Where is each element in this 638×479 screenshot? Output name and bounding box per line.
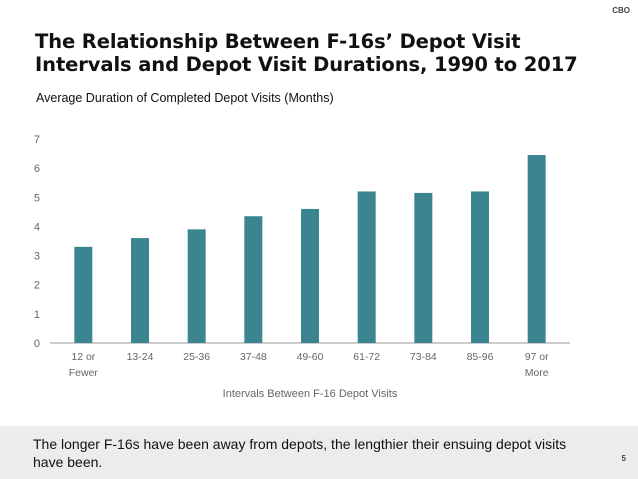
bar-3 [244, 216, 263, 343]
x-tick-label-7: 85-96 [467, 351, 494, 363]
y-tick-label-0: 0 [34, 338, 40, 350]
y-tick-label-6: 6 [34, 163, 40, 175]
x-tick-label-1: 13-24 [127, 351, 154, 363]
x-tick-label-0-0: 12 or [71, 351, 95, 363]
page-number: 5 [621, 454, 626, 463]
bar-0 [74, 246, 93, 343]
footer-bar: The longer F-16s have been away from dep… [0, 426, 638, 479]
title-line-1: The Relationship Between F-16s’ Depot Vi… [35, 30, 521, 53]
chart-subtitle: Average Duration of Completed Depot Visi… [36, 91, 334, 105]
bar-7 [471, 191, 489, 343]
footer-text: The longer F-16s have been away from dep… [33, 436, 567, 470]
y-tick-label-4: 4 [34, 221, 40, 233]
x-tick-label-8-1: More [525, 367, 549, 379]
title-line-2: Intervals and Depot Visit Durations, 199… [35, 53, 578, 76]
x-tick-label-4: 49-60 [297, 351, 324, 363]
y-tick-label-1: 1 [34, 309, 40, 321]
page-title: The Relationship Between F-16s’ Depot Vi… [35, 30, 625, 76]
y-tick-label-2: 2 [34, 280, 40, 292]
bar-5 [357, 191, 376, 343]
bar-8 [527, 155, 546, 343]
y-tick-label-7: 7 [34, 134, 40, 146]
bar-6 [414, 192, 433, 343]
x-tick-label-3: 37-48 [240, 351, 267, 363]
y-tick-label-5: 5 [34, 192, 40, 204]
bar-chart: 0 1 2 3 4 5 6 7 12 or Fewer 13-24 25-36 37-48 49-60 61… [34, 134, 570, 400]
bar-1 [131, 238, 149, 343]
x-tick-label-5: 61-72 [353, 351, 380, 363]
x-axis-title: Intervals Between F-16 Depot Visits [223, 388, 398, 400]
x-tick-label-6: 73-84 [410, 351, 437, 363]
x-tick-label-2: 25-36 [183, 351, 210, 363]
y-tick-label-3: 3 [34, 251, 40, 263]
org-label: CBO [612, 6, 630, 15]
bar-4 [301, 208, 319, 343]
bar-2 [187, 229, 206, 343]
x-tick-label-0-1: Fewer [69, 367, 99, 379]
x-tick-label-8-0: 97 or [525, 351, 549, 363]
